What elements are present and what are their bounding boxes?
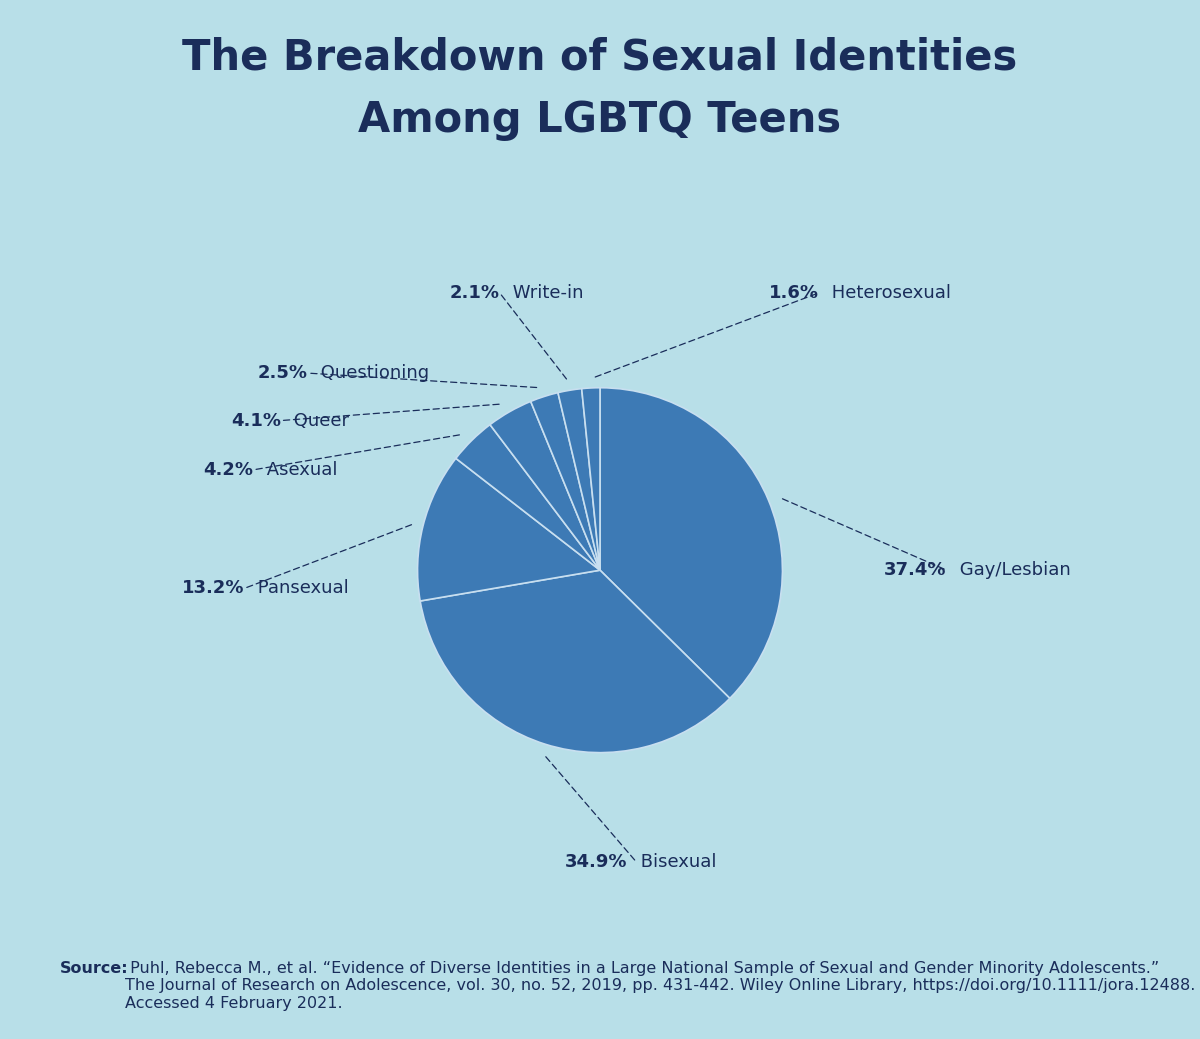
Text: 2.5%: 2.5% bbox=[258, 364, 308, 382]
Text: 4.1%: 4.1% bbox=[230, 411, 281, 429]
Text: Bisexual: Bisexual bbox=[635, 853, 716, 871]
Text: Asexual: Asexual bbox=[260, 461, 337, 479]
Text: Queer: Queer bbox=[288, 411, 349, 429]
Wedge shape bbox=[558, 389, 600, 570]
Text: Heterosexual: Heterosexual bbox=[827, 284, 952, 302]
Wedge shape bbox=[530, 393, 600, 570]
Wedge shape bbox=[456, 425, 600, 570]
Wedge shape bbox=[490, 401, 600, 570]
Text: 1.6%: 1.6% bbox=[769, 284, 818, 302]
Text: Source:: Source: bbox=[60, 961, 128, 976]
Text: 4.2%: 4.2% bbox=[203, 461, 253, 479]
Text: Among LGBTQ Teens: Among LGBTQ Teens bbox=[359, 99, 841, 140]
Text: Write-in: Write-in bbox=[506, 284, 583, 302]
Text: 34.9%: 34.9% bbox=[565, 853, 628, 871]
Text: 37.4%: 37.4% bbox=[884, 561, 947, 579]
Text: 13.2%: 13.2% bbox=[181, 580, 245, 597]
Text: 2.1%: 2.1% bbox=[450, 284, 499, 302]
Wedge shape bbox=[582, 388, 600, 570]
Text: Gay/Lesbian: Gay/Lesbian bbox=[954, 561, 1070, 579]
Text: Pansexual: Pansexual bbox=[252, 580, 348, 597]
Wedge shape bbox=[420, 570, 730, 752]
Text: Questioning: Questioning bbox=[316, 364, 430, 382]
Text: The Breakdown of Sexual Identities: The Breakdown of Sexual Identities bbox=[182, 36, 1018, 78]
Text: Puhl, Rebecca M., et al. “Evidence of Diverse Identities in a Large National Sam: Puhl, Rebecca M., et al. “Evidence of Di… bbox=[125, 961, 1195, 1011]
Wedge shape bbox=[418, 458, 600, 601]
Wedge shape bbox=[600, 388, 782, 698]
